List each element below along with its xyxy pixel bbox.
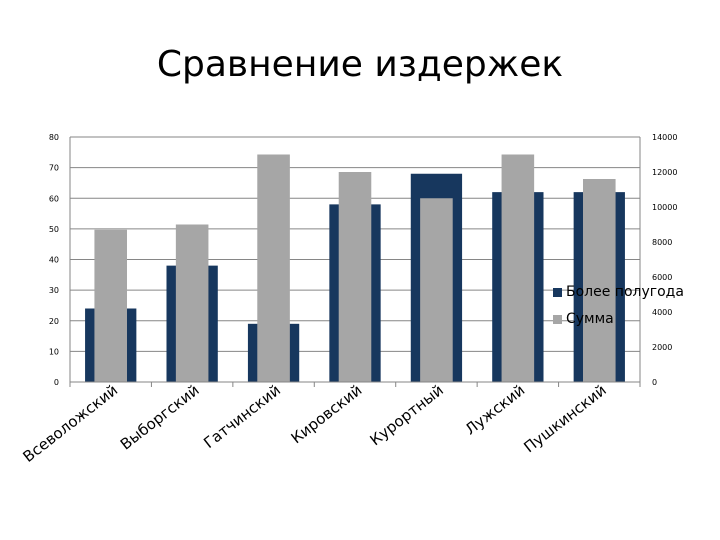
legend-label: Более полугода — [566, 284, 684, 300]
bar-3-sum — [257, 154, 290, 382]
bar-1-sum — [94, 229, 127, 382]
axes — [69, 137, 641, 387]
bar-4-sum — [338, 172, 372, 382]
y-left-tick-label: 50 — [49, 225, 59, 234]
x-tick-label: Курортный — [367, 381, 447, 449]
y-left-tick-label: 70 — [49, 164, 59, 173]
legend-swatch — [553, 314, 562, 324]
y-left-tick-label: 30 — [49, 286, 59, 295]
chart-legend: Более полугода Сумма — [553, 282, 684, 336]
x-tick-label: Лужский — [462, 381, 529, 439]
y-left-tick-label: 60 — [49, 194, 59, 203]
x-tick-label: Пушкинский — [520, 381, 609, 456]
bar-7-sum — [583, 179, 616, 382]
y-left-tick-label: 20 — [49, 317, 59, 326]
y-left-tick-label: 80 — [49, 133, 59, 142]
x-tick-label: Всеволожский — [20, 381, 122, 466]
y-right-tick-label: 2000 — [652, 343, 672, 352]
x-tick-label: Кировский — [288, 381, 366, 447]
bar-5-sum — [420, 198, 453, 382]
y-right-tick-label: 14000 — [652, 133, 677, 142]
y-left-tick-label: 0 — [54, 378, 59, 387]
chart-title: Сравнение издержек — [156, 44, 564, 85]
legend-label: Сумма — [566, 311, 614, 327]
bar-6-sum — [501, 154, 535, 382]
bar-2-sum — [175, 224, 209, 382]
y-right-tick-label: 12000 — [652, 168, 677, 177]
legend-swatch — [553, 287, 562, 297]
y-right-tick-label: 0 — [652, 378, 657, 387]
x-tick-label: Гатчинский — [200, 381, 284, 452]
y-left-tick-label: 10 — [49, 347, 59, 356]
y-left-tick-label: 40 — [49, 256, 59, 265]
legend-item-series-1: Более полугода — [553, 282, 684, 302]
y-right-tick-label: 8000 — [652, 238, 672, 247]
y-right-tick-label: 4000 — [652, 308, 672, 317]
legend-item-series-2: Сумма — [553, 309, 684, 329]
x-tick-label: Выборгский — [117, 381, 203, 454]
bars — [85, 154, 625, 382]
y-right-tick-label: 10000 — [652, 203, 677, 212]
y-right-tick-label: 6000 — [652, 273, 672, 282]
